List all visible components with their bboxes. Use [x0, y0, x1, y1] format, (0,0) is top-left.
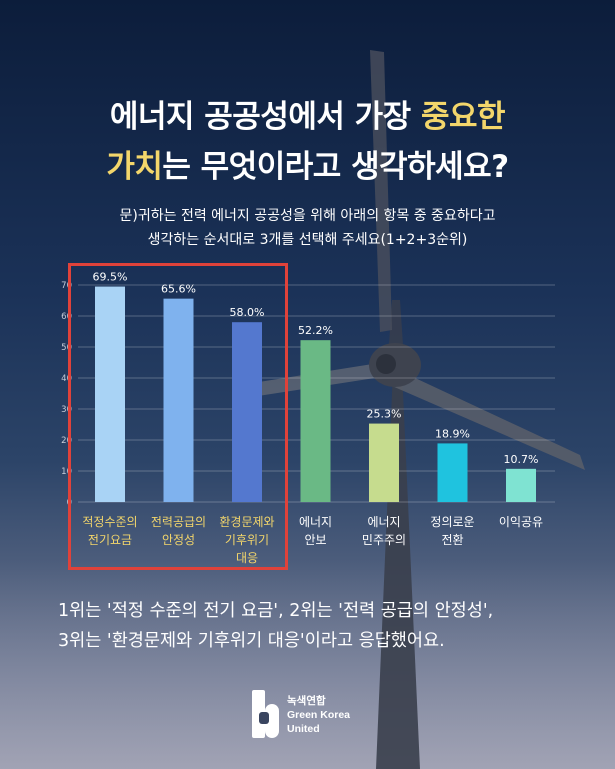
title-part-1: 에너지 공공성에서 가장	[109, 99, 421, 135]
page-title: 에너지 공공성에서 가장 중요한 가치는 무엇이라고 생각하세요?	[0, 92, 615, 192]
data-label: 25.3%	[367, 408, 402, 421]
bar	[369, 423, 399, 502]
category-label: 환경문제와	[219, 515, 274, 529]
category-label: 전환	[441, 533, 463, 547]
y-tick-label: 40	[61, 374, 72, 384]
title-line-1: 에너지 공공성에서 가장 중요한	[0, 92, 615, 142]
logo-name-en-2: United	[287, 723, 320, 735]
category-label: 대응	[236, 551, 258, 565]
data-label: 58.0%	[230, 306, 265, 319]
category-label: 기후위기	[225, 533, 269, 547]
data-label: 18.9%	[435, 427, 470, 440]
title-part-2: 는 무엇이라고 생각하세요?	[162, 149, 509, 185]
result-summary-line-2: 3위는 '환경문제와 기후위기 대응'이라고 응답했어요.	[58, 631, 445, 651]
category-label: 에너지	[299, 515, 332, 529]
bar	[506, 468, 536, 502]
data-label: 65.6%	[161, 283, 196, 296]
survey-question-line-1: 문)귀하는 전력 에너지 공공성을 위해 아래의 항목 중 중요하다고	[119, 208, 496, 224]
result-summary-line-1: 1위는 '적정 수준의 전기 요금', 2위는 '전력 공급의 안정성',	[58, 601, 494, 621]
green-korea-logo-icon	[252, 690, 279, 738]
title-highlight-1: 중요한	[421, 99, 506, 135]
logo-name-ko: 녹색연합	[287, 695, 326, 707]
bar	[437, 443, 468, 502]
logo-text: 녹색연합 Green Korea United	[287, 694, 350, 736]
survey-question-line-2: 생각하는 순서대로 3개를 선택해 주세요(1+2+3순위)	[147, 232, 468, 248]
bar	[232, 322, 262, 502]
category-label: 에너지	[367, 515, 400, 529]
logo-name-en-1: Green Korea	[287, 709, 351, 721]
bar	[300, 340, 331, 502]
y-tick-label: 30	[61, 405, 72, 415]
category-label: 민주주의	[362, 533, 406, 547]
y-tick-label: 10	[61, 467, 72, 477]
survey-question: 문)귀하는 전력 에너지 공공성을 위해 아래의 항목 중 중요하다고 생각하는…	[0, 204, 615, 252]
title-line-2: 가치는 무엇이라고 생각하세요?	[0, 142, 615, 192]
top-three-highlight-box	[68, 263, 288, 570]
bar	[95, 286, 125, 502]
data-label: 52.2%	[298, 324, 333, 337]
category-label: 전력공급의	[151, 515, 206, 529]
title-highlight-2: 가치	[106, 149, 163, 185]
data-label: 10.7%	[504, 453, 539, 466]
y-tick-label: 60	[61, 312, 72, 322]
category-label: 이익공유	[499, 515, 543, 529]
y-tick-label: 20	[61, 436, 72, 446]
category-label: 정의로운	[430, 515, 474, 529]
data-label: 69.5%	[93, 271, 128, 284]
result-summary: 1위는 '적정 수준의 전기 요금', 2위는 '전력 공급의 안정성', 3위…	[58, 596, 598, 656]
category-label: 전기요금	[88, 533, 132, 547]
category-label: 안보	[304, 533, 326, 547]
category-label: 적정수준의	[82, 515, 137, 529]
category-label: 안정성	[162, 533, 195, 547]
bar	[163, 298, 194, 502]
y-tick-label: 70	[61, 281, 72, 291]
y-tick-label: 50	[61, 343, 72, 353]
